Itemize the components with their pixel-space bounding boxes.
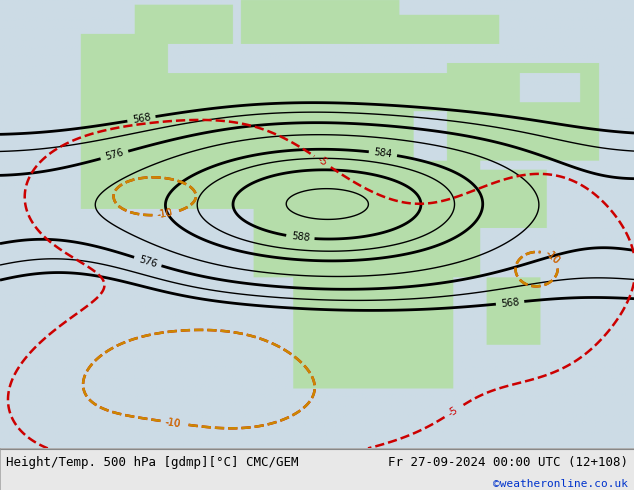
Text: 576: 576 — [104, 147, 125, 162]
Text: 588: 588 — [290, 231, 310, 244]
Text: -10: -10 — [543, 248, 561, 267]
Text: -10: -10 — [165, 416, 182, 429]
Text: Height/Temp. 500 hPa [gdmp][°C] CMC/GEM: Height/Temp. 500 hPa [gdmp][°C] CMC/GEM — [6, 456, 299, 469]
Text: 584: 584 — [373, 147, 393, 160]
Text: -10: -10 — [157, 208, 174, 220]
Text: -5: -5 — [446, 405, 460, 418]
Text: -10: -10 — [543, 248, 561, 267]
Text: 568: 568 — [500, 297, 520, 309]
Text: -10: -10 — [157, 208, 174, 220]
Text: Fr 27-09-2024 00:00 UTC (12+108): Fr 27-09-2024 00:00 UTC (12+108) — [387, 456, 628, 469]
Text: -5: -5 — [316, 155, 330, 169]
Text: ©weatheronline.co.uk: ©weatheronline.co.uk — [493, 479, 628, 489]
Text: 568: 568 — [131, 112, 152, 125]
Text: -10: -10 — [165, 416, 182, 429]
Text: 576: 576 — [138, 254, 158, 269]
